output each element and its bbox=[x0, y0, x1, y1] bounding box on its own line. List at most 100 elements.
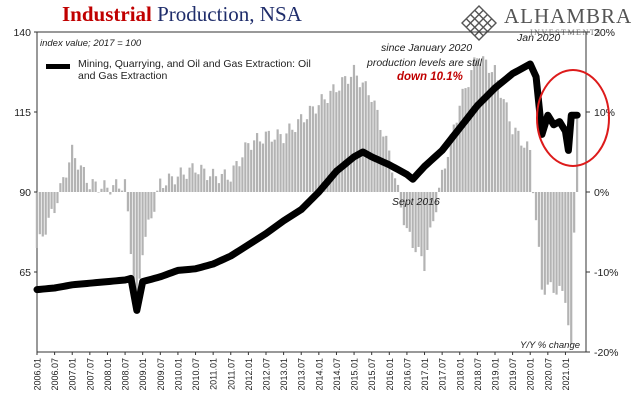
yoy-bar bbox=[405, 192, 408, 229]
yoy-bar bbox=[543, 192, 546, 295]
yoy-bar bbox=[364, 81, 367, 192]
yoy-bar bbox=[118, 188, 121, 192]
yoy-bar bbox=[370, 101, 373, 192]
yoy-bar bbox=[247, 143, 250, 192]
yoy-bar bbox=[540, 192, 543, 290]
yoy-bar bbox=[197, 174, 200, 192]
x-tick-label: 2014.07 bbox=[332, 358, 342, 391]
yoy-bar bbox=[514, 127, 517, 192]
yoy-bar bbox=[176, 176, 179, 192]
yoy-bar bbox=[323, 99, 326, 192]
yoy-bar bbox=[73, 158, 77, 192]
x-tick-label: 2007.07 bbox=[85, 358, 95, 391]
yoy-bar bbox=[332, 84, 335, 192]
yoy-bar bbox=[200, 164, 203, 192]
annotation-sept2016: Sept 2016 bbox=[392, 196, 440, 208]
yoy-bar bbox=[523, 147, 526, 192]
yoy-bar bbox=[150, 192, 153, 219]
x-tick-label: 2008.01 bbox=[103, 358, 113, 391]
yoy-bar bbox=[135, 192, 138, 306]
yoy-bar bbox=[53, 192, 56, 214]
yoy-bar bbox=[446, 156, 450, 192]
yoy-bar bbox=[56, 192, 59, 204]
yoy-bar bbox=[244, 142, 247, 192]
x-tick-label: 2016.01 bbox=[385, 358, 395, 391]
yoy-bar bbox=[373, 100, 376, 192]
yoy-bar bbox=[173, 184, 176, 192]
yoy-bar bbox=[570, 192, 573, 345]
x-tick-label: 2006.01 bbox=[33, 358, 43, 391]
title-industrial: Industrial bbox=[62, 2, 152, 26]
yoy-bar bbox=[549, 192, 552, 283]
annotation-jan2020: Jan 2020 bbox=[517, 32, 561, 44]
yoy-bar bbox=[164, 185, 168, 192]
yoy-bar bbox=[109, 192, 112, 195]
yoy-bar bbox=[361, 82, 364, 192]
yoy-bar bbox=[479, 64, 482, 192]
yoy-bar bbox=[62, 177, 65, 192]
yoy-bar bbox=[482, 56, 485, 192]
yoy-bar bbox=[344, 76, 347, 192]
yoy-bar bbox=[338, 90, 341, 192]
yoy-bar bbox=[188, 167, 191, 192]
x-tick-label: 2010.07 bbox=[191, 358, 201, 391]
yoy-bar bbox=[526, 141, 529, 192]
yoy-bar bbox=[185, 178, 188, 192]
yoy-bar bbox=[414, 192, 417, 253]
yoy-bar bbox=[141, 192, 144, 256]
x-tick-label: 2020.07 bbox=[543, 358, 553, 391]
yoy-bar bbox=[132, 192, 135, 284]
yoy-bar bbox=[297, 119, 300, 192]
x-tick-label: 2020.01 bbox=[526, 358, 536, 391]
left-tick-label: 140 bbox=[13, 27, 31, 39]
yoy-bar bbox=[499, 97, 502, 192]
yoy-bar bbox=[44, 192, 47, 235]
yoy-bar bbox=[179, 167, 182, 192]
yoy-bar bbox=[426, 192, 429, 251]
right-tick-label: -20% bbox=[594, 347, 619, 359]
yoy-bar bbox=[402, 192, 405, 226]
yoy-bar bbox=[493, 65, 496, 192]
x-tick-label: 2013.07 bbox=[297, 358, 307, 391]
yoy-bar bbox=[326, 103, 329, 192]
yoy-bar bbox=[520, 145, 523, 192]
x-tick-label: 2008.07 bbox=[121, 358, 131, 391]
yoy-bar bbox=[567, 192, 570, 326]
yoy-bar bbox=[38, 192, 41, 235]
yoy-bar bbox=[476, 59, 479, 193]
yoy-bar bbox=[238, 166, 241, 192]
yoy-bar bbox=[129, 192, 132, 255]
yoy-bar bbox=[329, 90, 332, 192]
x-tick-label: 2013.01 bbox=[279, 358, 289, 391]
yoy-bar bbox=[79, 165, 83, 192]
yoy-bar bbox=[261, 143, 265, 192]
yoy-bar bbox=[115, 179, 118, 192]
yoy-bar bbox=[258, 141, 262, 192]
yoy-bar bbox=[367, 95, 370, 192]
right-tick-label: 20% bbox=[594, 27, 615, 39]
yoy-bar bbox=[91, 179, 94, 192]
yoy-bar bbox=[496, 80, 499, 192]
x-tick-label: 2018.01 bbox=[455, 358, 465, 391]
yoy-bar bbox=[82, 167, 85, 192]
x-tick-label: 2007.01 bbox=[68, 358, 78, 391]
yoy-bar bbox=[355, 75, 359, 192]
yoy-bar bbox=[399, 192, 403, 208]
diamond-grid-icon bbox=[461, 5, 497, 41]
yoy-bar bbox=[302, 122, 306, 192]
yoy-bar bbox=[449, 134, 452, 192]
yoy-bar bbox=[517, 130, 520, 192]
yoy-bar bbox=[47, 192, 50, 218]
yoy-bar bbox=[273, 139, 276, 192]
yoy-bar bbox=[393, 178, 397, 192]
yoy-bar bbox=[253, 140, 256, 192]
yoy-bar bbox=[229, 181, 232, 192]
yoy-bar bbox=[317, 105, 320, 192]
x-tick-label: 2011.01 bbox=[209, 358, 219, 390]
yoy-bar bbox=[159, 178, 162, 192]
yoy-bar bbox=[529, 149, 532, 192]
yoy-bar bbox=[264, 131, 267, 192]
yoy-bar bbox=[85, 182, 88, 192]
yoy-bar bbox=[126, 192, 130, 212]
